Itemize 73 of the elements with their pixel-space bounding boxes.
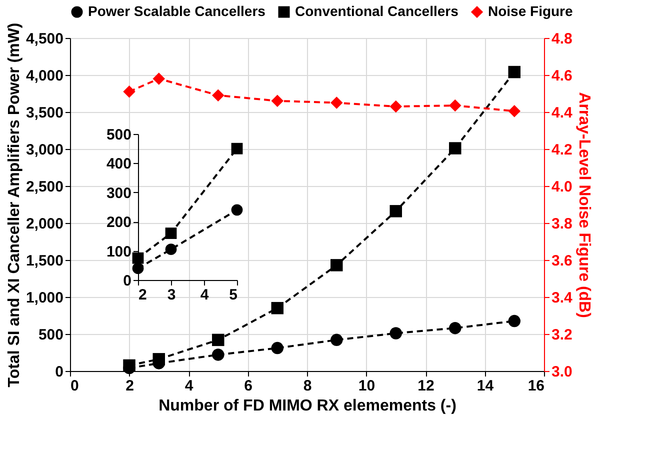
y-tick-label: 500 xyxy=(106,126,132,144)
point xyxy=(390,327,402,340)
point xyxy=(132,252,144,264)
point xyxy=(271,94,284,108)
point xyxy=(449,99,462,112)
point xyxy=(152,72,165,85)
x-tick-label: 10 xyxy=(358,378,376,394)
point xyxy=(123,359,136,372)
point xyxy=(449,322,462,334)
y-tick-label: 300 xyxy=(106,184,132,202)
x-tick-label: 3 xyxy=(167,286,176,304)
y-tick-label: 200 xyxy=(106,214,132,232)
x-tick-label: 2 xyxy=(126,378,134,394)
y2-tick-label: 4.2 xyxy=(552,142,572,158)
point xyxy=(231,204,243,216)
point xyxy=(212,348,224,361)
y-tick-label: 1,500 xyxy=(26,252,64,270)
point xyxy=(152,353,165,366)
y2-tick-label: 4.0 xyxy=(552,178,572,196)
y2-tick-label: 3.8 xyxy=(552,216,572,232)
y-tick-label: 500 xyxy=(38,326,64,344)
legend-label: Noise Figure xyxy=(488,3,574,19)
x-tick-label: 2 xyxy=(138,286,147,304)
x-tick-label: 6 xyxy=(244,378,252,394)
point xyxy=(508,314,520,328)
y2-tick-label: 4.4 xyxy=(552,104,574,122)
point xyxy=(449,142,462,154)
point xyxy=(508,104,520,118)
x-tick-label: 0 xyxy=(70,378,79,394)
legend-label: Power Scalable Cancellers xyxy=(88,3,266,19)
x-tick-label: 12 xyxy=(418,378,434,394)
point xyxy=(508,66,520,78)
y2-tick-label: 3.0 xyxy=(552,364,572,380)
point xyxy=(132,262,144,274)
y2-tick-label: 3.4 xyxy=(552,290,574,306)
y-tick-label: 0 xyxy=(123,272,132,290)
y-tick-label: 0 xyxy=(55,364,64,380)
y2-tick-label: 3.6 xyxy=(552,252,572,270)
y-tick-label: 3,500 xyxy=(26,104,64,122)
point xyxy=(330,259,343,272)
legend-label: Conventional Cancellers xyxy=(295,3,459,19)
point xyxy=(330,96,343,109)
y-tick-label: 100 xyxy=(106,243,132,260)
x-tick-label: 4 xyxy=(200,286,210,304)
x-tick-label: 5 xyxy=(229,286,238,304)
y-tick-label: 400 xyxy=(106,156,132,173)
point xyxy=(165,228,177,239)
y-tick-label: 3,000 xyxy=(26,142,64,158)
y2-tick-label: 4.6 xyxy=(552,68,572,84)
x-tick-label: 4 xyxy=(184,378,194,394)
point xyxy=(231,142,243,154)
point xyxy=(165,244,177,256)
y2-tick-label: 3.2 xyxy=(552,326,572,344)
point xyxy=(390,100,402,113)
y-tick-label: 2,000 xyxy=(26,216,64,232)
y-tick-label: 1,000 xyxy=(26,290,64,306)
point xyxy=(271,302,284,314)
y-tick-label: 4,500 xyxy=(26,30,64,48)
point xyxy=(123,86,136,98)
x-tick-label: 14 xyxy=(476,378,494,394)
x-tick-label: 16 xyxy=(528,378,544,394)
y2-axis-title: Array-Level Noise Figure (dB) xyxy=(575,92,592,318)
point xyxy=(271,342,284,354)
x-tick-label: 8 xyxy=(303,378,312,394)
x-axis-title: Number of FD MIMO RX elemements (-) xyxy=(158,398,456,414)
point xyxy=(390,205,402,218)
y-axis-title: Total SI and XI Canceller Amplifiers Power (mW) xyxy=(6,22,23,388)
y2-tick-label: 4.8 xyxy=(552,30,572,48)
y-tick-label: 2,500 xyxy=(26,178,64,196)
point xyxy=(212,89,224,102)
y-tick-label: 4,000 xyxy=(26,68,64,84)
point xyxy=(330,334,343,346)
point xyxy=(212,334,224,346)
